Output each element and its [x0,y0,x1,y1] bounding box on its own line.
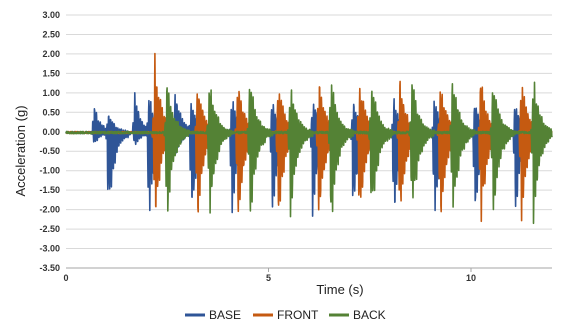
y-tick-label: -1.00 [39,166,60,176]
x-tick-label: 5 [266,273,271,283]
y-tick-labels: 3.00 2.50 2.00 1.50 1.00 0.50 0.00 -0.50 -1.00 -1… [39,10,60,273]
legend-label-front: FRONT [277,308,319,322]
series-lines [65,52,553,225]
x-tick-label: 0 [63,273,68,283]
x-tick-labels: 0 5 10 [63,273,476,283]
y-tick-label: 1.00 [42,88,60,98]
y-tick-label: 2.00 [42,49,60,59]
x-axis-title: Time (s) [316,282,363,297]
axes [66,267,552,272]
y-tick-label: -2.00 [39,205,60,215]
y-tick-label: 0.50 [42,107,60,117]
legend-label-back: BACK [353,308,386,322]
y-tick-label: -1.50 [39,185,60,195]
y-tick-label: 3.00 [42,10,60,20]
y-tick-label: 0.00 [42,127,60,137]
x-tick-label: 10 [466,273,476,283]
y-axis-title: Acceleration (g) [13,105,28,196]
y-tick-label: 1.50 [42,68,60,78]
y-tick-label: -3.50 [39,263,60,273]
series-line-back [65,81,553,225]
y-tick-label: -3.00 [39,244,60,254]
y-tick-label: -0.50 [39,146,60,156]
legend: BASE FRONT BACK [185,308,386,322]
legend-label-base: BASE [209,308,241,322]
y-tick-label: -2.50 [39,224,60,234]
y-tick-label: 2.50 [42,29,60,39]
